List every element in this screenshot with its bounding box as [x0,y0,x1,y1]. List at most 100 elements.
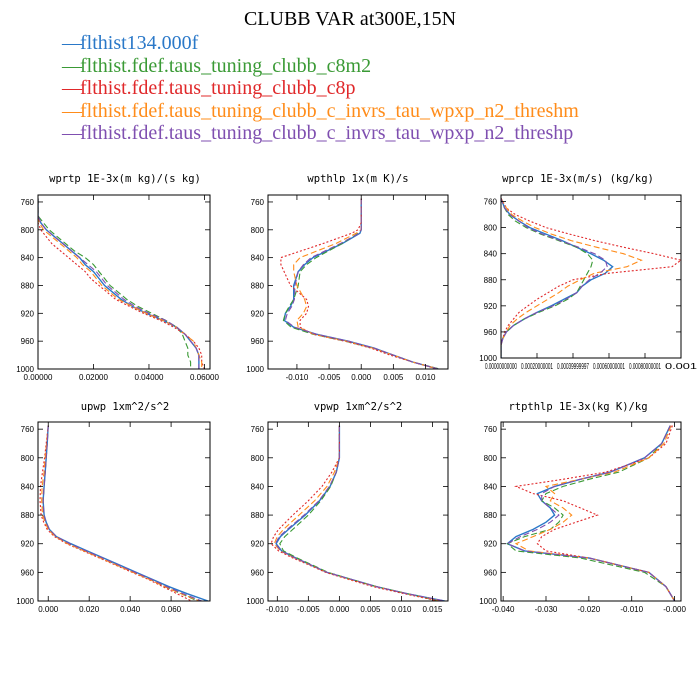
panel: wprcp 1E-3x(m/s) (kg/kg) 760 800 840 880 920 9… [479,173,698,371]
x-tick-label: 0.00020000001 [521,362,553,371]
series-line [273,425,442,601]
x-tick-label: -0.010 [266,605,289,614]
legend-swatch: — [62,77,82,99]
legend-swatch: — [62,32,82,54]
y-tick-label: 920 [251,309,265,318]
legend-label: flthist.fdef.taus_tuning_clubb_c8m2 [80,54,372,77]
x-tick-label: -0.000 [663,605,686,614]
x-tick-label: 0.005 [360,605,381,614]
series-group [39,425,209,601]
y-tick-label: 920 [251,540,265,549]
panel-title: wpthlp 1x(m K)/s [307,173,408,185]
x-tick-label: 0.001 [665,362,698,371]
y-tick-label: 1000 [479,354,497,363]
legend-label: flthist.fdef.taus_tuning_clubb_c_invrs_t… [80,99,579,122]
y-tick-label: 1000 [479,597,497,606]
series-line [506,425,676,601]
y-tick-label: 880 [484,276,498,285]
panel-title: wprtp 1E-3x(m kg)/(s kg) [49,173,201,185]
panel: wpthlp 1x(m K)/s 760 800 840 880 920 960 1000 -0… [246,173,449,382]
series-line [42,425,198,601]
y-tick-label: 840 [21,254,35,263]
series-group [506,425,676,601]
x-tick-label: -0.005 [297,605,320,614]
x-tick-label: -0.010 [286,373,309,382]
series-line [501,198,608,358]
x-tick-label: 0.000 [38,605,59,614]
series-line [283,198,439,369]
figure-title: CLUBB VAR at300E,15N [243,8,457,30]
y-tick-label: 800 [21,226,35,235]
x-tick-label: 0.00039999997 [557,362,589,371]
y-tick-label: 800 [21,454,35,463]
y-tick-label: 920 [484,540,498,549]
legend-entry: —flthist134.000f [62,32,579,55]
x-tick-label: -0.040 [492,605,515,614]
panel: vpwp 1xm^2/s^27608008408809209601000-0.0… [246,401,449,614]
y-tick-label: 920 [21,540,35,549]
x-tick-label: -0.030 [535,605,558,614]
legend-label: flthist.fdef.taus_tuning_clubb_c8p [80,77,356,99]
series-line [506,425,676,601]
legend-entry: —flthist.fdef.taus_tuning_clubb_c8m2 [62,55,579,78]
y-tick-label: 1000 [246,597,264,606]
x-tick-label: 0.010 [391,605,412,614]
legend-entry: —flthist.fdef.taus_tuning_clubb_c_invrs_… [62,122,579,145]
series-line [293,198,439,369]
series-line [501,198,594,358]
panel-title: rtpthlp 1E-3x(kg K)/kg [508,401,647,413]
series-line [513,425,676,601]
y-tick-label: 1000 [16,597,34,606]
x-tick-label: 0.015 [422,605,443,614]
x-tick-label: -0.005 [318,373,341,382]
legend: —flthist134.000f —flthist.fdef.taus_tunin… [62,32,579,145]
y-tick-label: 760 [21,198,35,207]
x-tick-label: 0.010 [415,373,436,382]
series-line [274,425,446,601]
x-tick-label: 0.00080000001 [629,362,661,371]
plot-frame [267,194,449,370]
panel-title: vpwp 1xm^2/s^2 [314,401,403,413]
x-tick-label: 0.040 [120,605,141,614]
y-tick-label: 960 [21,568,35,577]
x-tick-label: 0.02000 [79,373,108,382]
y-tick-label: 760 [251,425,265,434]
y-tick-label: 880 [21,511,35,520]
y-tick-label: 960 [251,568,265,577]
y-tick-label: 840 [21,482,35,491]
series-line [501,198,681,358]
y-tick-label: 760 [21,425,35,434]
legend-swatch: — [62,99,82,122]
series-line [42,425,203,601]
legend-entry: —flthist.fdef.taus_tuning_clubb_c_invrs_… [62,100,579,123]
x-tick-label: 0.000 [329,605,350,614]
series-line [284,198,439,369]
y-tick-label: 960 [484,328,498,337]
panel-title: wprcp 1E-3x(m/s) (kg/kg) [502,173,654,185]
x-tick-label: 0.005 [383,373,404,382]
panel: wprtp 1E-3x(m kg)/(s kg) 760 800 840 880 920 9… [16,173,219,382]
series-line [38,198,200,369]
series-group [270,425,446,601]
series-line [41,425,200,601]
series-line [42,425,209,601]
y-tick-label: 840 [251,254,265,263]
x-tick-label: 0.020 [79,605,100,614]
series-line [270,425,439,601]
y-tick-label: 920 [484,302,498,311]
panel: upwp 1xm^2/s^2 760 800 840 880 920 960 1000 0.00… [16,401,211,614]
y-tick-label: 800 [251,226,265,235]
y-tick-label: 840 [484,250,498,259]
x-tick-label: -0.020 [578,605,601,614]
plot-frame [500,421,682,602]
y-tick-label: 1000 [246,365,264,374]
series-line [279,425,439,601]
y-tick-label: 800 [251,454,265,463]
x-tick-label: 0.00060000001 [593,362,625,371]
x-tick-label: 0.060 [161,605,182,614]
series-line [501,198,643,358]
y-tick-label: 920 [21,309,35,318]
y-tick-label: 880 [251,511,265,520]
